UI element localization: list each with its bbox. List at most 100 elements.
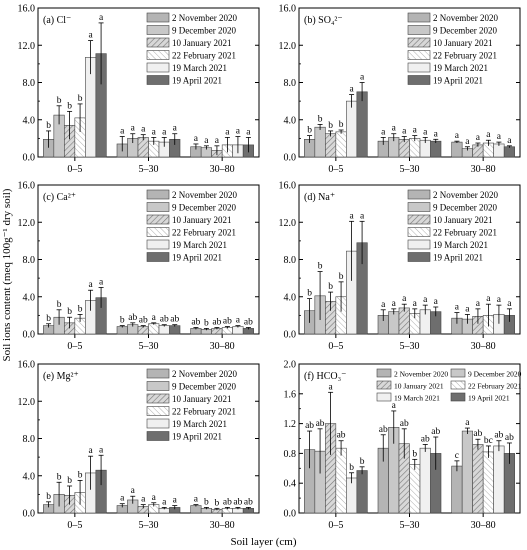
significance-label: a (465, 418, 470, 428)
panel-label: (d) Na⁺ (304, 192, 335, 203)
legend-label: 10 January 2021 (172, 215, 232, 225)
significance-label: a (194, 134, 199, 144)
significance-label: a (360, 73, 365, 83)
x-tick-label: 0–5 (67, 164, 82, 175)
y-tick-label: 8.0 (284, 78, 297, 89)
significance-label: a (99, 445, 104, 455)
legend-label: 10 January 2021 (433, 215, 493, 225)
significance-label: a (381, 300, 386, 310)
y-tick-label: 4.0 (23, 471, 36, 482)
x-tick-label: 30–80 (471, 164, 496, 175)
significance-label: a (246, 127, 251, 137)
significance-label: a (392, 124, 397, 134)
x-tick-label: 30–80 (210, 341, 235, 352)
panel-label: (c) Ca²⁺ (43, 192, 76, 203)
significance-label: ab (316, 419, 325, 429)
legend-label: 19 April 2021 (433, 253, 483, 263)
y-tick-label: 0.0 (284, 509, 297, 520)
legend-swatch (146, 227, 170, 237)
bar-f-1-4 (419, 447, 431, 514)
significance-label: a (476, 133, 481, 143)
significance-label: ab (305, 421, 314, 431)
x-tick-label: 0–5 (67, 341, 82, 352)
significance-label: ab (223, 497, 232, 507)
y-tick-label: 0.8 (284, 449, 297, 460)
legend-swatch (146, 239, 170, 250)
significance-label: a (99, 13, 104, 23)
legend-label: 2 November 2020 (172, 369, 237, 379)
y-tick-label: 8.0 (23, 434, 36, 445)
significance-label: a (465, 137, 470, 147)
y-tick-label: 0.0 (23, 330, 36, 341)
significance-label: b (339, 272, 344, 282)
significance-label: a (225, 127, 230, 137)
y-tick-label: 12.0 (18, 41, 36, 52)
bar-b-0-4 (346, 100, 358, 158)
bar-b-0-2 (325, 133, 337, 158)
legend-label: 22 February 2021 (433, 51, 497, 61)
legend-label: 19 March 2021 (394, 394, 440, 403)
y-tick-label: 0.0 (23, 153, 36, 164)
significance-label: a (131, 486, 136, 496)
legend-label: 19 March 2021 (172, 419, 227, 429)
significance-label: ab (473, 429, 482, 439)
legend-swatch (146, 406, 170, 416)
legend-swatch (407, 239, 431, 250)
significance-label: a (402, 294, 407, 304)
y-tick-label: 0.0 (23, 509, 36, 520)
significance-label: b (46, 121, 51, 131)
significance-label: a (162, 127, 167, 137)
legend-swatch (146, 252, 170, 262)
significance-label: a (507, 136, 512, 146)
legend-label: 19 April 2021 (172, 253, 222, 263)
x-axis-title: Soil layer (cm) (231, 536, 297, 548)
y-tick-label: 4.0 (23, 115, 36, 126)
significance-label: ab (505, 433, 514, 443)
legend-swatch (407, 189, 431, 200)
legend-swatch (146, 50, 170, 60)
significance-label: b (46, 314, 51, 324)
significance-label: a (194, 495, 199, 505)
significance-label: a (152, 127, 157, 137)
significance-label: a (162, 497, 167, 507)
legend-swatch (407, 12, 431, 23)
legend-label: 2 November 2020 (172, 190, 237, 200)
significance-label: a (204, 136, 209, 146)
significance-label: a (141, 495, 146, 505)
legend-label: 19 March 2021 (172, 63, 227, 73)
significance-label: b (78, 94, 83, 104)
x-tick-label: 30–80 (210, 520, 235, 531)
y-axis-title: Soil ions content (meq 100g⁻¹ dry soil) (1, 188, 13, 361)
x-tick-label: 30–80 (471, 520, 496, 531)
bar-b-2-5 (503, 146, 515, 158)
significance-label: a (360, 211, 365, 221)
significance-label: ab (337, 431, 346, 441)
significance-label: a (152, 313, 157, 323)
legend-swatch (146, 381, 170, 391)
significance-label: a (486, 294, 491, 304)
y-tick-label: 12.0 (279, 41, 297, 52)
significance-label: ab (170, 315, 179, 325)
significance-label: b (57, 472, 62, 482)
y-tick-label: 12.0 (18, 397, 36, 408)
significance-label: a (486, 130, 491, 140)
legend-swatch (407, 50, 431, 60)
significance-label: ab (244, 317, 253, 327)
significance-label: b (339, 120, 344, 130)
legend-swatch (146, 189, 170, 200)
legend-label: 2 November 2020 (172, 13, 237, 23)
x-tick-label: 5–30 (400, 341, 420, 352)
x-tick-label: 5–30 (400, 520, 420, 531)
legend-swatch (407, 202, 431, 212)
legend-swatch (146, 37, 170, 48)
bar-c-1-4 (158, 325, 170, 335)
legend-label: 2 November 2020 (433, 190, 498, 200)
legend-label: 10 January 2021 (394, 382, 444, 391)
significance-label: ab (223, 317, 232, 327)
bar-d-1-1 (388, 311, 400, 335)
significance-label: b (46, 492, 51, 502)
bar-f-2-3 (482, 451, 494, 514)
significance-label: a (476, 299, 481, 309)
